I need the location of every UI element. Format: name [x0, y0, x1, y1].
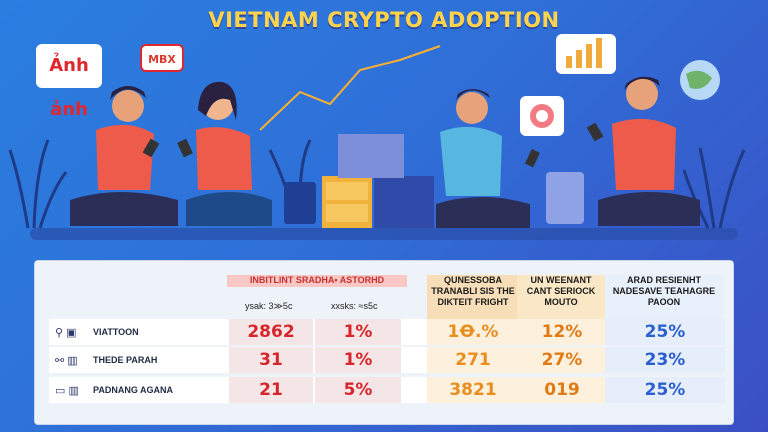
row-label: PADNANG AGANA	[93, 385, 173, 395]
cell-value: 25%	[605, 377, 725, 403]
currency-bubble	[520, 96, 564, 136]
cell-value: 271	[427, 347, 519, 373]
header-col5: ARAD RESIENHT NADESAVE TEAHAGRE PAOON	[605, 275, 723, 319]
cell-value: 5%	[315, 377, 401, 403]
header-main: INBITLINT SRADHA• ASTORHD	[227, 275, 407, 287]
table-row: ⚯ ▥ THEDE PARAH 31 1% 271 27% 23%	[49, 347, 725, 373]
bar-chart-icon	[566, 38, 602, 68]
row-label: THEDE PARAH	[93, 355, 158, 365]
table-row: ⚲ ▣ VIATTOON 2862 1% 1Ꝋ.% 12% 25%	[49, 319, 725, 345]
cell-value: 23%	[605, 347, 725, 373]
cell-value: 27%	[519, 347, 605, 373]
header-col4: UN WEENANT CANT SERIOCK MOUTO	[517, 275, 605, 319]
barcode-icon: ⚯ ▥	[55, 355, 78, 367]
page-title: VIETNAM CRYPTO ADOPTION	[208, 8, 560, 32]
cell-value: 2862	[229, 319, 313, 345]
adoption-table: INBITLINT SRADHA• ASTORHD ysak: 3≫5c xxs…	[34, 260, 734, 425]
subheader-2: xxsks: ≈s5c	[331, 301, 378, 311]
cell-value: 1Ꝋ.%	[427, 319, 519, 345]
illustration-scene	[8, 45, 746, 240]
cell-value: 1%	[315, 319, 401, 345]
cell-value: 1%	[315, 347, 401, 373]
table-row: ▭ ▥ PADNANG AGANA 21 5% 3821 019 25%	[49, 377, 725, 403]
cell-value: 12%	[519, 319, 605, 345]
people-illustration	[8, 45, 746, 240]
speech-bubble-left: Ảnh ảnh	[36, 44, 102, 120]
cell-value: 21	[229, 377, 313, 403]
card-icon: ▭ ▥	[55, 385, 79, 397]
subheader-1: ysak: 3≫5c	[245, 301, 293, 311]
bar-chart-bubble	[556, 34, 616, 74]
wallet-icon: ⚲ ▣	[55, 327, 77, 339]
coin-icon	[530, 104, 554, 128]
row-label: VIATTOON	[93, 327, 139, 337]
header-col3: QUNESSOBA TRANABLI SIS THE DIKTEIT FRIGH…	[427, 275, 519, 319]
cell-value: 25%	[605, 319, 725, 345]
cell-value: 3821	[427, 377, 519, 403]
speech-bubble-mbx: MBX	[140, 44, 184, 72]
cell-value: 019	[519, 377, 605, 403]
cell-value: 31	[229, 347, 313, 373]
